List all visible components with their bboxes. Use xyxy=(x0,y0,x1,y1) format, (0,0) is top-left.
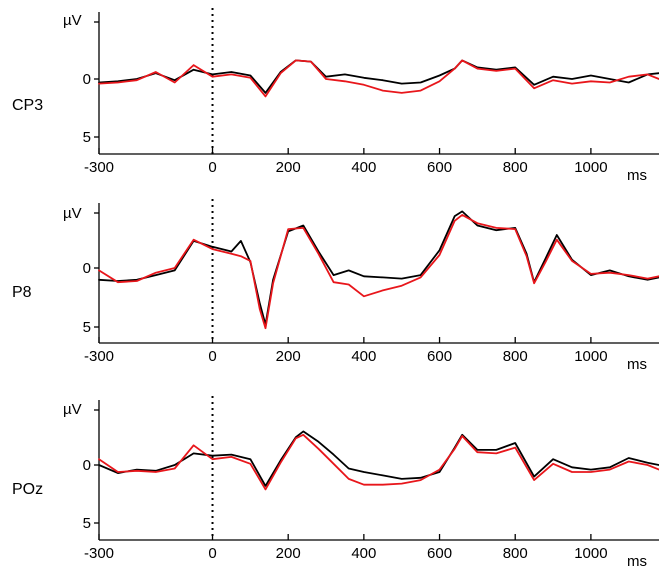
panel-cp3: CP3 µV 0 5 -300 0 200 400 600 800 1000 ms xyxy=(12,8,659,184)
x-tick-label: 400 xyxy=(351,545,376,562)
x-unit-label: ms xyxy=(627,167,647,184)
y-tick-label: 5 xyxy=(83,515,91,532)
panel-p8: P8 µV 0 5 -300 0 200 400 600 800 1000 ms xyxy=(12,199,659,373)
series-red-line xyxy=(98,213,659,330)
x-tick-label: 0 xyxy=(208,348,216,365)
series-black-line xyxy=(98,430,659,487)
series-red-line xyxy=(98,433,659,491)
x-tick-label: 400 xyxy=(351,159,376,176)
panel-poz: POz µV 0 5 -300 0 200 400 600 800 1000 ms xyxy=(12,396,659,566)
x-tick-label: 1000 xyxy=(574,159,607,176)
x-tick-label: -300 xyxy=(84,545,114,562)
y-tick-label: 0 xyxy=(83,71,91,88)
x-tick-label: 400 xyxy=(351,348,376,365)
y-tick-label: 0 xyxy=(83,260,91,277)
channel-label: POz xyxy=(12,481,43,498)
series-red-line xyxy=(98,59,659,98)
x-tick-label: 200 xyxy=(276,159,301,176)
x-tick-label: 0 xyxy=(208,159,216,176)
channel-label: CP3 xyxy=(12,97,43,114)
series-black-line xyxy=(98,59,659,94)
x-tick-label: 200 xyxy=(276,545,301,562)
x-tick-label: -300 xyxy=(84,348,114,365)
x-tick-label: 0 xyxy=(208,545,216,562)
x-tick-label: 200 xyxy=(276,348,301,365)
x-tick-label: 800 xyxy=(503,348,528,365)
x-tick-label: 1000 xyxy=(574,545,607,562)
y-unit-label: µV xyxy=(63,12,82,29)
x-unit-label: ms xyxy=(627,356,647,373)
channel-label: P8 xyxy=(12,284,32,301)
y-tick-label: 0 xyxy=(83,457,91,474)
x-unit-label: ms xyxy=(627,553,647,566)
x-tick-label: 800 xyxy=(503,545,528,562)
y-tick-label: 5 xyxy=(83,319,91,336)
y-unit-label: µV xyxy=(63,401,82,418)
x-tick-label: 600 xyxy=(427,348,452,365)
x-tick-label: 1000 xyxy=(574,348,607,365)
series-black-line xyxy=(98,210,659,326)
y-unit-label: µV xyxy=(63,205,82,222)
x-tick-label: 600 xyxy=(427,159,452,176)
x-tick-label: 600 xyxy=(427,545,452,562)
x-tick-label: 800 xyxy=(503,159,528,176)
x-tick-label: -300 xyxy=(84,159,114,176)
y-tick-label: 5 xyxy=(83,129,91,146)
